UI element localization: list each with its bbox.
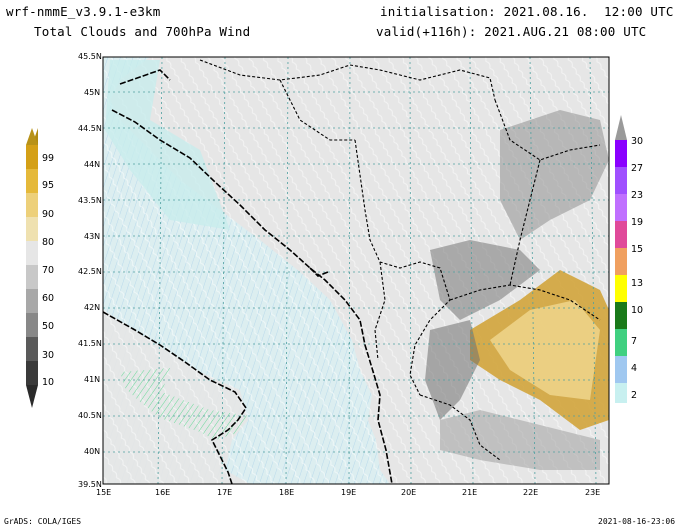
map-frame xyxy=(102,56,610,485)
field-title: Total Clouds and 700hPa Wind xyxy=(34,24,251,39)
lon-label: 23E xyxy=(585,488,601,497)
lat-label: 41N xyxy=(84,375,101,384)
lon-label: 16E xyxy=(155,488,171,497)
lon-label: 17E xyxy=(217,488,233,497)
lat-label: 43N xyxy=(84,232,101,241)
wind-cb-label: 30 xyxy=(631,136,644,147)
cloud-cb-label: 30 xyxy=(42,350,55,361)
cloud-cb-label: 10 xyxy=(42,377,55,388)
wind-cb-label: 2 xyxy=(631,390,638,401)
wind-cb-label: 4 xyxy=(631,363,638,374)
wind-colorbar-arrow-top xyxy=(615,115,627,140)
wind-cb-label: 19 xyxy=(631,217,644,228)
lat-label: 40N xyxy=(84,447,101,456)
lat-label: 44N xyxy=(84,160,101,169)
lat-label: 45.5N xyxy=(78,52,102,61)
cloud-cb-label: 95 xyxy=(42,180,55,191)
wind-colorbar xyxy=(615,115,627,403)
cloud-cb-label: 80 xyxy=(42,237,55,248)
lat-label: 43.5N xyxy=(78,196,102,205)
footer-credit: GrADS: COLA/IGES xyxy=(4,517,82,526)
lon-label: 15E xyxy=(96,488,112,497)
wind-cb-label: 27 xyxy=(631,163,644,174)
lon-label: 21E xyxy=(462,488,478,497)
cloud-colorbar-arrow-top xyxy=(26,128,38,145)
cloud-cb-label: 99 xyxy=(42,153,55,164)
footer-timestamp: 2021-08-16-23:06 xyxy=(598,517,676,526)
lat-label: 42.5N xyxy=(78,267,102,276)
lat-label: 39.5N xyxy=(78,480,102,489)
cloud-cb-label: 90 xyxy=(42,209,55,220)
cloud-cb-label: 70 xyxy=(42,265,55,276)
graticule xyxy=(103,57,609,484)
wind-cb-label: 13 xyxy=(631,278,644,289)
lon-label: 20E xyxy=(401,488,417,497)
cloud-cb-label: 50 xyxy=(42,321,55,332)
lon-label: 19E xyxy=(341,488,357,497)
cloud-colorbar-arrow-bottom xyxy=(26,385,38,408)
init-time: initialisation: 2021.08.16. 12:00 UTC xyxy=(380,4,674,19)
wind-cb-label: 10 xyxy=(631,305,644,316)
map-field xyxy=(103,57,609,484)
lon-label: 18E xyxy=(279,488,295,497)
lat-label: 41.5N xyxy=(78,339,102,348)
lat-label: 45N xyxy=(84,88,101,97)
wind-cb-label: 23 xyxy=(631,190,644,201)
valid-time: valid(+116h): 2021.AUG.21 08:00 UTC xyxy=(376,24,647,39)
wind-cb-label: 15 xyxy=(631,244,644,255)
lat-label: 42N xyxy=(84,303,101,312)
cloud-cluster-east xyxy=(425,110,609,470)
cloud-colorbar xyxy=(26,128,38,408)
lat-label: 44.5N xyxy=(78,124,102,133)
lat-label: 40.5N xyxy=(78,411,102,420)
cloud-cb-label: 60 xyxy=(42,293,55,304)
lon-label: 22E xyxy=(523,488,539,497)
model-title: wrf-nmmE_v3.9.1-e3km xyxy=(6,4,161,19)
wind-7-10-zone xyxy=(120,368,250,440)
coastlines xyxy=(103,69,393,484)
country-borders xyxy=(199,59,601,461)
wind-cb-label: 7 xyxy=(631,336,638,347)
